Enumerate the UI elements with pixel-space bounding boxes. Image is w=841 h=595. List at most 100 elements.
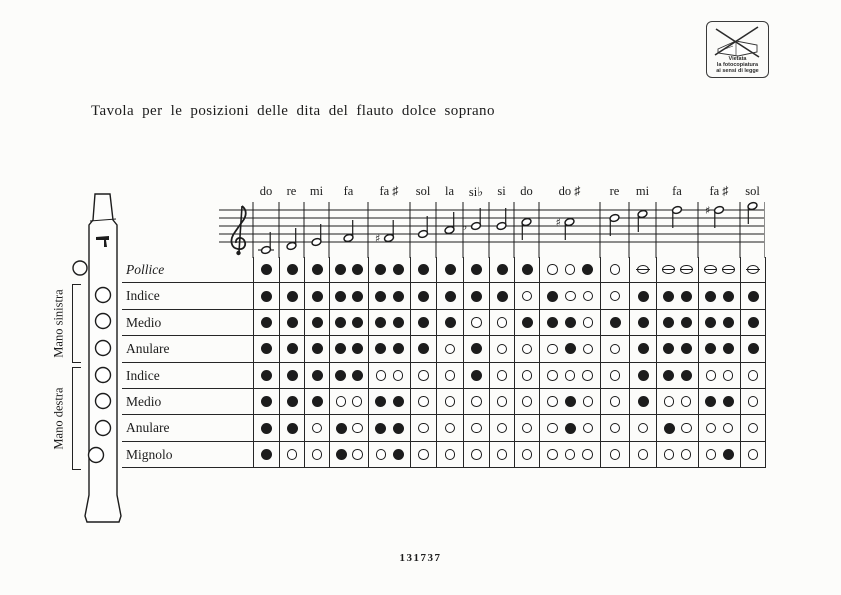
cell-sol — [410, 257, 436, 283]
stamp-line-3: ai sensi di legge — [716, 68, 759, 74]
cell-fa — [656, 283, 698, 309]
closed-hole-symbol — [261, 396, 272, 408]
half-hole-symbol — [636, 264, 650, 275]
cell-fa — [656, 257, 698, 283]
fingering-row-medio-right: Medio — [122, 388, 766, 416]
closed-hole-symbol — [471, 343, 482, 355]
notehead — [383, 233, 395, 243]
open-hole-symbol — [582, 290, 593, 302]
open-hole-symbol — [747, 422, 759, 434]
closed-hole-symbol — [663, 343, 675, 355]
closed-hole-symbol — [547, 290, 558, 302]
closed-hole-symbol — [663, 422, 675, 434]
open-hole-symbol — [471, 449, 482, 460]
closed-hole-symbol — [375, 422, 387, 434]
cell-mi — [304, 283, 329, 309]
row-label: Anulare — [126, 341, 170, 357]
cell-si-flat — [463, 309, 489, 336]
cell-si — [489, 336, 514, 362]
closed-hole-symbol — [521, 264, 533, 276]
closed-hole-symbol — [705, 290, 717, 302]
cell-re — [279, 362, 304, 388]
closed-hole-symbol — [471, 290, 482, 302]
closed-hole-symbol — [637, 290, 649, 302]
cell-mi — [629, 415, 656, 441]
crossed-photocopier-icon — [714, 26, 760, 58]
closed-hole-symbol — [747, 290, 759, 302]
closed-hole-symbol — [351, 369, 363, 381]
row-label: Anulare — [126, 420, 170, 436]
closed-hole-symbol — [311, 290, 323, 302]
no-photocopy-stamp: Vietata la fotocopiatura ai sensi di leg… — [706, 21, 769, 78]
closed-hole-symbol — [392, 290, 404, 302]
closed-hole-symbol — [375, 343, 387, 355]
open-hole-symbol — [375, 449, 386, 460]
cell-do — [514, 441, 539, 468]
closed-hole-symbol — [392, 396, 404, 408]
cell-si-flat — [463, 283, 489, 309]
cell-sol — [740, 309, 765, 336]
cell-fa — [329, 336, 368, 362]
open-hole-symbol — [521, 290, 533, 302]
cell-sol — [410, 309, 436, 336]
closed-hole-symbol — [392, 422, 404, 434]
cell-la — [436, 309, 463, 336]
note-name-label: sol — [745, 184, 760, 198]
cell-fa — [329, 388, 368, 415]
open-hole-symbol — [547, 370, 558, 381]
closed-hole-symbol — [418, 343, 429, 355]
open-hole-symbol — [663, 396, 675, 407]
cell-do-sharp — [539, 441, 600, 468]
row-cells — [253, 388, 766, 415]
open-hole-symbol — [521, 449, 533, 460]
cell-la — [436, 388, 463, 415]
cell-do — [514, 388, 539, 415]
notehead — [417, 229, 429, 239]
open-hole-symbol — [582, 422, 593, 434]
cell-fa-sharp — [698, 441, 740, 468]
open-hole-symbol — [351, 396, 363, 407]
closed-hole-symbol — [637, 316, 649, 328]
fingering-row-indice-right: Indice — [122, 362, 766, 389]
open-hole-symbol — [705, 422, 717, 434]
closed-hole-symbol — [286, 343, 298, 355]
note-name-label: do ♯ — [558, 184, 581, 198]
closed-hole-symbol — [637, 343, 649, 355]
stamp-line-2: la fotocopiatura — [716, 62, 759, 68]
closed-hole-symbol — [722, 448, 734, 460]
recorder-drawing — [72, 193, 122, 523]
cell-sol — [740, 362, 765, 388]
open-hole-symbol — [663, 449, 675, 460]
note-name-label: mi — [635, 184, 650, 198]
fingering-row-anulare-right: Anulare — [122, 415, 766, 442]
cell-si-flat — [463, 336, 489, 362]
cell-si — [489, 441, 514, 468]
cell-do — [514, 336, 539, 362]
open-hole-symbol — [582, 396, 593, 407]
cell-do — [253, 441, 279, 468]
notehead — [747, 201, 758, 211]
open-hole-symbol — [582, 343, 593, 355]
cell-sol — [410, 283, 436, 309]
cell-fa — [329, 441, 368, 468]
open-hole-symbol — [609, 449, 621, 460]
row-label: Medio — [126, 393, 162, 409]
closed-hole-symbol — [375, 290, 387, 302]
row-cells — [253, 283, 766, 309]
closed-hole-symbol — [392, 316, 404, 328]
cell-fa-sharp — [698, 257, 740, 283]
closed-hole-symbol — [705, 343, 717, 355]
cell-fa-sharp — [368, 415, 410, 441]
open-hole-symbol — [286, 449, 298, 460]
finger-hole-6 — [94, 419, 112, 437]
finger-hole-2 — [94, 312, 112, 330]
cell-fa — [329, 283, 368, 309]
cell-la — [436, 441, 463, 468]
cell-si-flat — [463, 362, 489, 388]
cell-mi — [629, 309, 656, 336]
cell-si-flat — [463, 415, 489, 441]
cell-fa — [656, 309, 698, 336]
closed-hole-symbol — [286, 290, 298, 302]
closed-hole-symbol — [722, 343, 734, 355]
row-cells — [253, 415, 766, 441]
